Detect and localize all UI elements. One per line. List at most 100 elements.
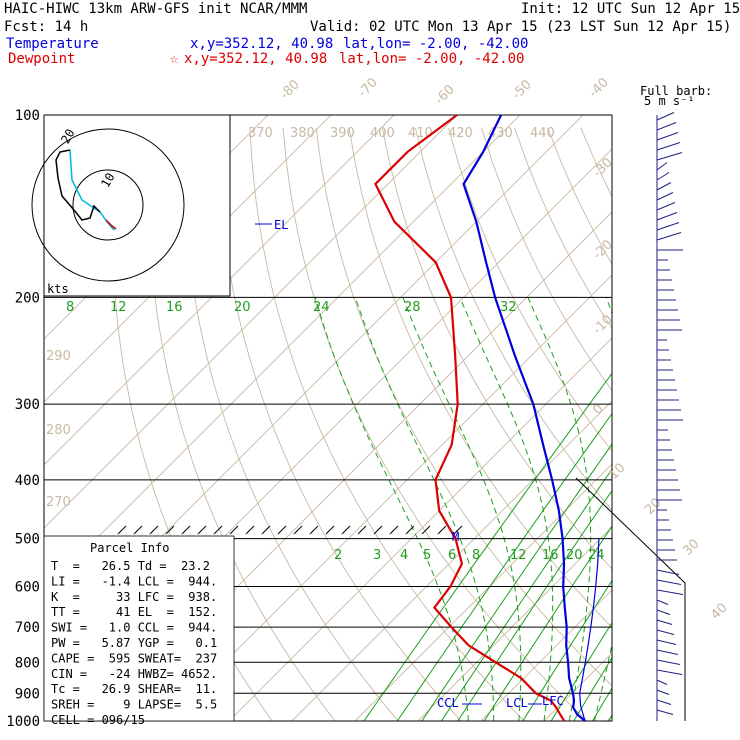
level-markers: EL M CCL LCL LFC bbox=[255, 218, 564, 710]
isotherm-label: 30 bbox=[680, 537, 702, 559]
dry-adiabat-line bbox=[614, 128, 740, 734]
wind-barb bbox=[656, 629, 675, 635]
lcl-marker-label: LCL bbox=[506, 696, 528, 710]
wind-barb bbox=[656, 222, 680, 231]
wind-barb bbox=[656, 122, 677, 131]
hodograph-ring-inner bbox=[72, 169, 144, 241]
dry-adiabat-line bbox=[514, 127, 612, 330]
dry-adiabat-line bbox=[414, 127, 612, 512]
profile-series bbox=[374, 114, 586, 722]
mixing-ratio-line bbox=[396, 412, 612, 721]
isotherm-label: -60 bbox=[432, 82, 458, 108]
hatch-mark bbox=[277, 525, 287, 535]
isotherm-line bbox=[44, 115, 458, 529]
legend-dewpoint-xy: x,y=352.12, 40.98 bbox=[184, 51, 327, 67]
parcel-line bbox=[579, 538, 600, 722]
pressure-tick-label: 200 bbox=[15, 290, 40, 306]
moist-adiabat-label: 32 bbox=[500, 300, 517, 315]
parcel-info-row: PW = 5.87 YGP = 0.1 bbox=[51, 636, 217, 650]
dry-adiabat-line bbox=[547, 127, 612, 266]
mixing-ratio-line bbox=[591, 687, 612, 721]
pressure-tick-label: 700 bbox=[15, 620, 40, 636]
hatch-mark bbox=[357, 525, 367, 535]
dry-adiabat-line bbox=[216, 127, 462, 721]
wind-barb bbox=[656, 192, 674, 201]
wind-barb bbox=[656, 579, 682, 585]
dry-adiabat-label: 370 bbox=[248, 126, 273, 141]
moist-adiabat-label: 20 bbox=[234, 300, 251, 315]
hatch-mark bbox=[309, 525, 319, 535]
mixing-ratio-lines bbox=[314, 297, 612, 721]
wind-barb bbox=[656, 689, 670, 695]
hatch-mark bbox=[437, 525, 447, 535]
moist-adiabat-label: 8 bbox=[66, 300, 74, 315]
isotherm-label: 20 bbox=[642, 496, 664, 518]
wind-barb bbox=[656, 639, 677, 645]
hatch-mark bbox=[389, 525, 399, 535]
parcel-info-row: LI = -1.4 LCL = 944. bbox=[51, 574, 217, 588]
moist-adiabat-line bbox=[354, 297, 495, 721]
dry-adiabat-label: 290 bbox=[46, 349, 71, 364]
hatch-mark bbox=[261, 525, 271, 535]
moist-adiabat-label: 12 bbox=[110, 300, 127, 315]
mixing-ratio-line bbox=[550, 621, 612, 721]
dry-adiabat-line bbox=[148, 127, 336, 721]
wind-barb bbox=[656, 649, 679, 655]
dry-adiabat-lines bbox=[111, 127, 740, 734]
header-fcst: Fcst: 14 h bbox=[4, 19, 88, 35]
parcel-info-row: SREH = 9 LAPSE= 5.5 bbox=[51, 698, 217, 712]
dry-adiabat-line bbox=[381, 127, 612, 570]
dry-adiabat-line bbox=[448, 127, 612, 452]
hatch-mark bbox=[133, 525, 143, 535]
wind-barb bbox=[656, 709, 674, 715]
wind-barb bbox=[656, 172, 670, 181]
dry-adiabat-label: 390 bbox=[330, 126, 355, 141]
hatch-mark bbox=[229, 525, 239, 535]
isotherm-line bbox=[44, 115, 521, 592]
dry-adiabat-label: 380 bbox=[290, 126, 315, 141]
parcel-info-row: CIN = -24 HWBZ= 4652. bbox=[51, 667, 217, 681]
hodograph-frame bbox=[43, 114, 231, 297]
dry-adiabat-line bbox=[713, 128, 740, 734]
mixing-ratio-line bbox=[363, 372, 612, 721]
frame-cut-corner bbox=[575, 477, 686, 721]
header-init: Init: 12 UTC Sun 12 Apr 15 bbox=[521, 1, 740, 17]
isotherm-label: 40 bbox=[708, 601, 730, 623]
isotherm-label: -80 bbox=[277, 77, 303, 103]
wind-barb bbox=[656, 619, 673, 625]
isotherm-label: -70 bbox=[355, 75, 381, 101]
mixing-ratio-line bbox=[440, 468, 612, 721]
hatch-mark bbox=[405, 525, 415, 535]
hodograph-ring-outer bbox=[31, 128, 185, 282]
wind-barb bbox=[656, 669, 683, 675]
pressure-tick-label: 1000 bbox=[6, 714, 40, 730]
moist-adiabat-line bbox=[314, 297, 469, 721]
wind-barb bbox=[656, 599, 669, 605]
mixing-ratio-line bbox=[421, 443, 612, 721]
mixing-ratio-line bbox=[522, 579, 612, 721]
isotherm-line bbox=[354, 463, 612, 721]
dry-adiabat-label: 280 bbox=[46, 423, 71, 438]
moist-adiabat-label: 24 bbox=[313, 300, 330, 315]
barb-legend-line2: 5 m s⁻¹ bbox=[644, 94, 695, 108]
hatch-mark bbox=[213, 525, 223, 535]
parcel-info-row: K = 33 LFC = 938. bbox=[51, 590, 217, 604]
parcel-info-row: SWI = 1.0 CCL = 944. bbox=[51, 621, 217, 635]
wind-barb bbox=[656, 112, 675, 121]
hatch-mark bbox=[293, 525, 303, 535]
wind-barb bbox=[656, 182, 672, 191]
header-valid: Valid: 02 UTC Mon 13 Apr 15 (23 LST Sun … bbox=[310, 19, 731, 35]
pressure-tick-label: 500 bbox=[15, 532, 40, 548]
wind-barb bbox=[656, 152, 683, 161]
pressure-tick-label: 900 bbox=[15, 686, 40, 702]
hatch-mark bbox=[117, 525, 127, 535]
hatch-mark bbox=[149, 525, 159, 535]
hodograph: 10 20 kts bbox=[31, 114, 231, 297]
wind-barb bbox=[656, 132, 679, 141]
mixing-ratio-label: 24 bbox=[588, 548, 605, 563]
hatch-mark bbox=[341, 525, 351, 535]
dry-adiabat-line bbox=[481, 127, 612, 392]
hatch-mark bbox=[421, 525, 431, 535]
legend-dewpoint-latlon: lat,lon= -2.00, -42.00 bbox=[339, 51, 524, 67]
dry-adiabat-line bbox=[282, 127, 588, 721]
